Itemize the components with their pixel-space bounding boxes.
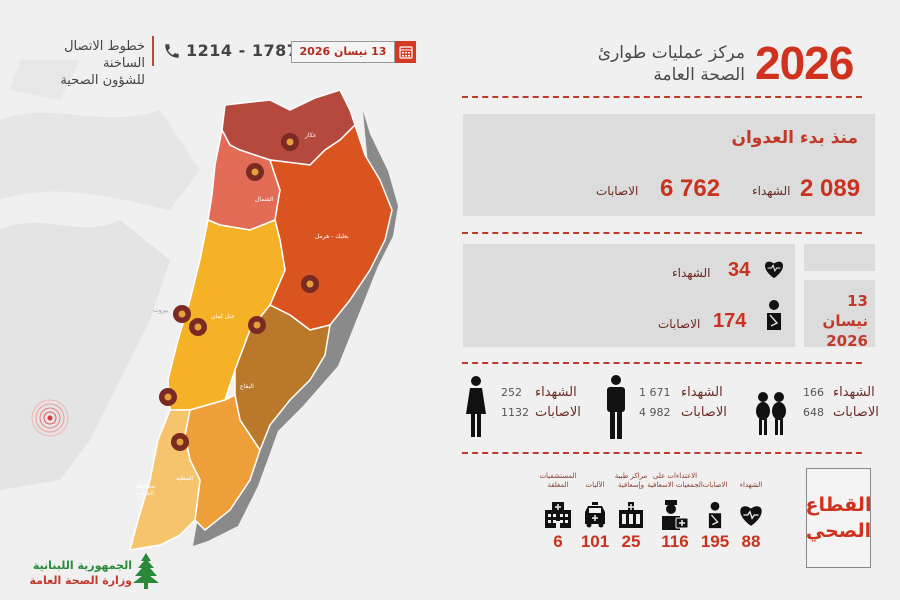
health-sector-title: القطاع الصحي: [806, 468, 871, 568]
year-title: 2026: [755, 37, 854, 89]
map-label-akkar: عكار: [305, 132, 317, 139]
women-martyrs-value: 252: [501, 386, 522, 399]
since-aggression-panel: [463, 114, 875, 216]
map-label-mount-lebanon: جبل لبنان: [211, 313, 235, 320]
heart-pulse-icon: [740, 506, 762, 526]
pulse-marker: [30, 398, 70, 438]
map-label-north: الشمال: [255, 196, 274, 203]
daily-martyrs-label: الشهداء: [672, 266, 711, 280]
divider: [462, 232, 862, 234]
heart-pulse-icon: [765, 261, 783, 279]
daily-date: 13 نيسان 2026: [822, 292, 868, 350]
sector-item-injured: الاصابات 195: [700, 481, 730, 551]
daily-injured-label: الاصابات: [658, 317, 701, 331]
paramedic-icon: [662, 500, 689, 530]
hotline-label: خطوط الاتصال الساخنة للشؤون الصحية: [60, 39, 145, 88]
phone-icon: [165, 44, 179, 58]
children-injured-label: الاصابات: [833, 405, 879, 420]
children-martyrs-label: الشهداء: [833, 385, 875, 400]
injured-person-icon: [708, 501, 722, 529]
women-injured-value: 1132: [501, 406, 529, 419]
ambulance-icon: [585, 502, 605, 528]
total-injured-label: الاصابات: [596, 184, 639, 198]
medical-center-icon: [619, 502, 643, 528]
since-aggression-title: منذ بدء العدوان: [731, 128, 858, 148]
injured-person-icon: [767, 300, 781, 330]
map-label-south: محافظة الجنوب: [135, 483, 155, 497]
man-icon: [607, 375, 625, 439]
background-world-map: [0, 60, 200, 490]
women-injured-label: الاصابات: [535, 405, 581, 420]
hospital-icon: [545, 502, 571, 528]
ministry-logo-text: الجمهورية اللبنانية وزارة الصحة العامة: [29, 559, 133, 587]
children-martyrs-value: 166: [803, 386, 824, 399]
men-injured-label: الاصابات: [681, 405, 727, 420]
men-injured-value: 4 982: [639, 406, 671, 419]
map-label-baalbek-hermel: بعلبك - هرمل: [315, 233, 349, 240]
sector-item-medical-centers: مراكز طبية وإسعافية 25: [614, 472, 648, 551]
hotline-number[interactable]: 1214 - 1787: [186, 41, 299, 60]
divider: [462, 452, 862, 454]
sector-item-paramedic-attacks: الاعتداءات على الجمعيات الاسعافية 116: [647, 472, 703, 551]
divider: [152, 36, 154, 66]
daily-stats-panel: [463, 244, 795, 347]
total-injured-value: 6 762: [660, 175, 721, 202]
lebanon-map: [129, 89, 398, 550]
total-martyrs-value: 2 089: [800, 175, 861, 202]
daily-date-spacer: [804, 244, 875, 271]
map-label-bekaa: البقاع: [240, 383, 254, 390]
sector-item-closed-hospitals: المستشفيات المغلقة 6: [539, 472, 577, 551]
daily-injured-value: 174: [713, 310, 747, 332]
woman-icon: [466, 376, 486, 437]
children-icon: [756, 392, 786, 435]
map-label-nabatieh: النبطية: [176, 475, 194, 482]
date-display: 13 نيسان 2026: [291, 41, 395, 63]
page-title: مركز عمليات طوارئ الصحة العامة: [597, 43, 745, 85]
divider: [462, 362, 862, 364]
cedar-logo-icon: [133, 553, 159, 589]
men-martyrs-label: الشهداء: [681, 385, 723, 400]
children-injured-value: 648: [803, 406, 824, 419]
total-martyrs-label: الشهداء: [752, 184, 791, 198]
divider: [462, 96, 862, 98]
region-bekaa: [234, 304, 331, 452]
daily-date-panel: [804, 280, 875, 347]
sector-item-martyrs: الشهداء 88: [739, 481, 763, 551]
sector-item-vehicles: الآليات 101: [580, 481, 610, 551]
calendar-icon: [395, 41, 416, 63]
daily-martyrs-value: 34: [728, 259, 751, 281]
map-label-beirut: بيروت: [153, 307, 169, 314]
men-martyrs-value: 1 671: [639, 386, 671, 399]
women-martyrs-label: الشهداء: [535, 385, 577, 400]
